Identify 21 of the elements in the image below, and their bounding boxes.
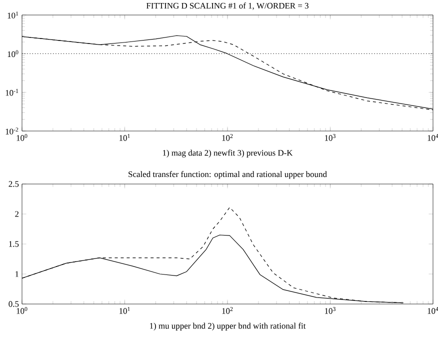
x-tick-label: 10$^{4}$	[428, 134, 438, 141]
x-tick-label: 10$^{1}$	[120, 134, 130, 141]
y-tick-label: 10$^{-2}$	[6, 128, 18, 134]
x-tick-label: 10$^{2}$	[222, 307, 233, 314]
x-tick-label: 10$^{3}$	[325, 134, 336, 141]
x-tick-label: 10$^{4}$	[428, 307, 438, 314]
y-tick-label: 0.5	[8, 301, 19, 307]
chart-title: FITTING D SCALING #1 of 1, W/ORDER = 3	[146, 2, 308, 10]
x-axis-title: 1) mu upper bnd 2) upper bnd with rational fit	[150, 322, 306, 330]
y-tick-label: 2	[15, 211, 19, 217]
y-tick-label: 1.5	[9, 241, 19, 247]
y-tick-label: 10$^{-1}$	[6, 88, 18, 96]
x-tick-label: 10$^{1}$	[120, 307, 130, 314]
y-tick-label: 2.5	[8, 181, 19, 187]
x-tick-label: 10$^{2}$	[222, 134, 233, 141]
y-tick-label: 1	[16, 271, 18, 277]
y-tick-label: 10$^{0}$	[8, 50, 18, 58]
x-axis-title: 1) mag data 2) newfit 3) previous D-K	[162, 150, 293, 158]
y-tick-label: 10$^{1}$	[8, 12, 18, 18]
x-tick-label: 10$^{3}$	[325, 307, 336, 314]
chart-title: Scaled transfer function: optimal and rational upper bound	[128, 171, 327, 179]
